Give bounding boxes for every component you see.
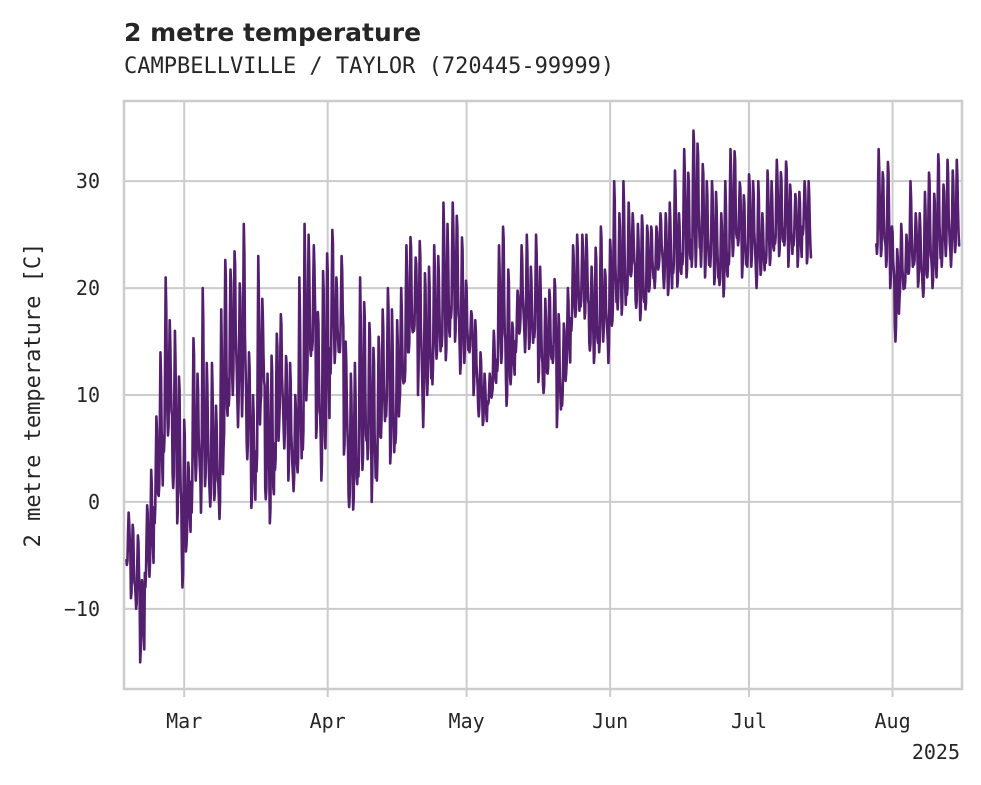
x-tick-label: Jul bbox=[731, 709, 767, 733]
x-tick-label: Mar bbox=[166, 709, 202, 733]
chart-subtitle: CAMPBELLVILLE / TAYLOR (720445-99999) bbox=[124, 54, 614, 79]
x-tick-label: Apr bbox=[310, 709, 346, 733]
plot-frame bbox=[122, 99, 964, 691]
x-tick-label: Aug bbox=[874, 709, 910, 733]
y-tick-label: 20 bbox=[76, 276, 100, 300]
temperature-line-segment bbox=[875, 147, 961, 343]
y-axis-label: 2 metre temperature [C] bbox=[21, 243, 46, 548]
x-tick-label: May bbox=[449, 709, 485, 733]
chart-title: 2 metre temperature bbox=[124, 18, 421, 47]
series-layer bbox=[125, 129, 961, 664]
x-axis-year-label: 2025 bbox=[912, 740, 960, 764]
x-tick-label: Jun bbox=[592, 709, 628, 733]
y-tick-label: −10 bbox=[64, 597, 100, 621]
y-tick-label: 10 bbox=[76, 383, 100, 407]
y-tick-label: 30 bbox=[76, 169, 100, 193]
y-axis-ticks: −10 0 10 20 30 bbox=[64, 169, 100, 621]
temperature-line-segment bbox=[125, 129, 813, 664]
x-axis-ticks: Mar Apr May Jun Jul Aug bbox=[166, 689, 911, 733]
y-tick-label: 0 bbox=[88, 490, 100, 514]
